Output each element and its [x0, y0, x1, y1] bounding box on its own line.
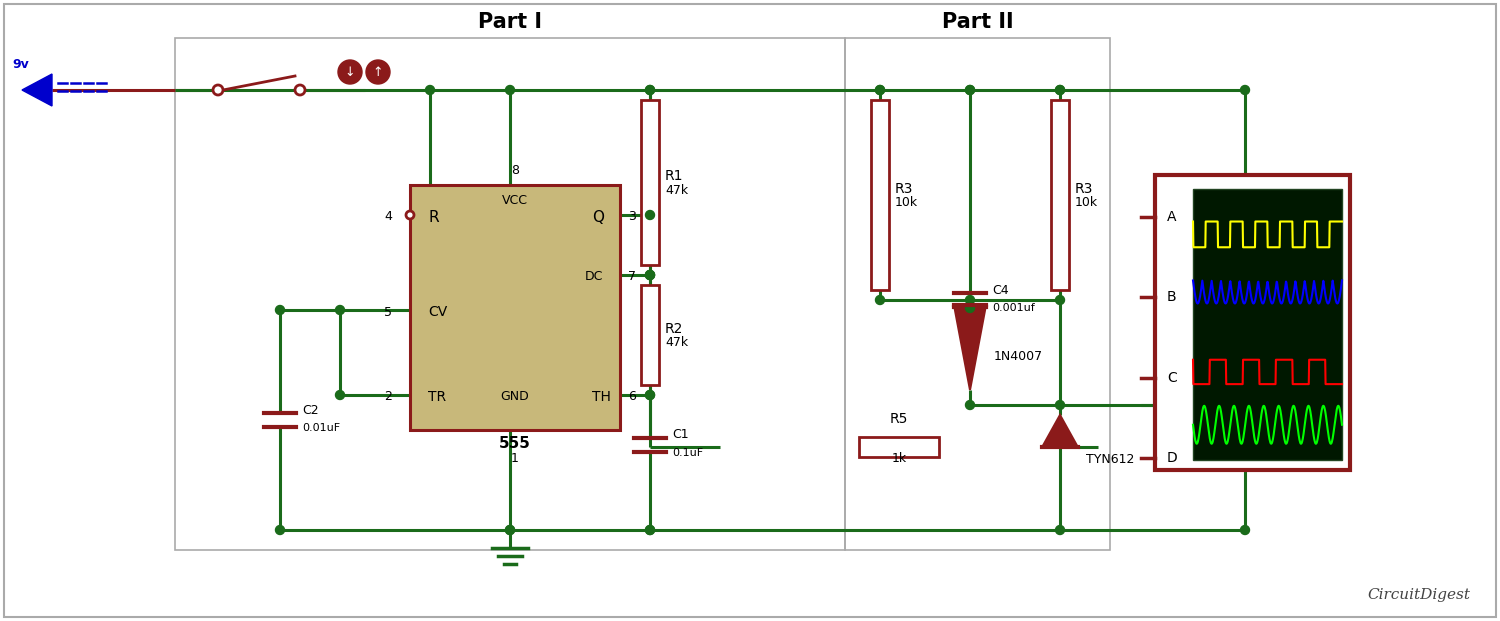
Bar: [640, 100, 658, 265]
Text: 0.001uf: 0.001uf: [992, 303, 1035, 313]
Circle shape: [366, 60, 390, 84]
Bar: [1155, 175, 1350, 470]
Text: TYN612: TYN612: [1086, 453, 1134, 466]
Text: 1N4007: 1N4007: [994, 350, 1042, 363]
Circle shape: [645, 86, 654, 94]
Text: C: C: [1167, 371, 1176, 384]
Text: CircuitDigest: CircuitDigest: [1366, 588, 1470, 602]
Bar: [410, 185, 620, 430]
Circle shape: [276, 306, 285, 314]
Circle shape: [1240, 525, 1250, 535]
Circle shape: [645, 525, 654, 535]
Text: 6: 6: [628, 391, 636, 404]
Circle shape: [645, 271, 654, 279]
Text: 1: 1: [512, 451, 519, 465]
Text: R2: R2: [664, 322, 684, 336]
Text: Part I: Part I: [478, 12, 542, 32]
Circle shape: [1056, 525, 1065, 535]
Text: VCC: VCC: [503, 194, 528, 207]
Text: 7: 7: [628, 271, 636, 284]
Text: ↓: ↓: [345, 65, 355, 78]
Circle shape: [1056, 86, 1065, 94]
Circle shape: [276, 525, 285, 535]
Circle shape: [1240, 401, 1250, 409]
Circle shape: [426, 86, 435, 94]
Circle shape: [338, 60, 362, 84]
Circle shape: [506, 525, 515, 535]
Circle shape: [1240, 86, 1250, 94]
Circle shape: [966, 304, 975, 312]
Bar: [844, 38, 1110, 550]
Text: 8: 8: [512, 165, 519, 178]
Circle shape: [1056, 401, 1065, 409]
Circle shape: [645, 525, 654, 535]
Text: TH: TH: [592, 390, 610, 404]
Text: 4: 4: [384, 211, 392, 224]
Text: 2: 2: [384, 391, 392, 404]
Text: 555: 555: [500, 437, 531, 451]
Text: CV: CV: [427, 305, 447, 319]
Text: 0.01uF: 0.01uF: [302, 423, 340, 433]
Circle shape: [966, 86, 975, 94]
Polygon shape: [954, 305, 986, 390]
Text: 5: 5: [384, 306, 392, 319]
Circle shape: [645, 86, 654, 94]
Text: R: R: [427, 209, 438, 225]
Text: GND: GND: [501, 391, 530, 404]
Text: C1: C1: [672, 428, 688, 442]
Bar: [640, 285, 658, 385]
Text: R1: R1: [664, 170, 684, 183]
Bar: [176, 38, 844, 550]
Text: ↑: ↑: [372, 65, 384, 78]
Text: B: B: [1167, 291, 1176, 304]
Text: 10k: 10k: [1076, 196, 1098, 209]
Text: 3: 3: [628, 211, 636, 224]
Bar: [1192, 189, 1342, 460]
Text: 9v: 9v: [12, 58, 28, 71]
Circle shape: [506, 86, 515, 94]
Circle shape: [1056, 296, 1065, 304]
Circle shape: [876, 86, 885, 94]
Text: A: A: [1167, 210, 1176, 224]
Circle shape: [966, 401, 975, 409]
Circle shape: [645, 271, 654, 279]
Text: D: D: [1167, 451, 1178, 465]
Text: C4: C4: [992, 284, 1008, 296]
Text: 0.1uF: 0.1uF: [672, 448, 704, 458]
Text: 1k: 1k: [891, 453, 906, 465]
Circle shape: [645, 391, 654, 399]
Polygon shape: [1042, 415, 1078, 447]
Text: TR: TR: [427, 390, 445, 404]
Circle shape: [966, 296, 975, 304]
Text: Q: Q: [592, 209, 604, 225]
Polygon shape: [22, 74, 53, 106]
Circle shape: [645, 271, 654, 279]
Circle shape: [966, 86, 975, 94]
Circle shape: [645, 211, 654, 219]
Text: 47k: 47k: [664, 337, 688, 350]
Bar: [871, 100, 889, 290]
Circle shape: [876, 296, 885, 304]
Circle shape: [336, 391, 345, 399]
Circle shape: [296, 85, 304, 95]
Circle shape: [1056, 86, 1065, 94]
Text: R3: R3: [1076, 182, 1094, 196]
Text: 10k: 10k: [896, 196, 918, 209]
Text: C2: C2: [302, 404, 318, 417]
Text: R5: R5: [890, 412, 908, 427]
Circle shape: [213, 85, 223, 95]
Bar: [1052, 100, 1070, 290]
Text: Part II: Part II: [942, 12, 1014, 32]
Text: R3: R3: [896, 182, 914, 196]
Circle shape: [336, 306, 345, 314]
Circle shape: [406, 211, 414, 219]
Circle shape: [645, 391, 654, 399]
Text: DC: DC: [585, 271, 603, 284]
Text: 47k: 47k: [664, 184, 688, 197]
Circle shape: [876, 86, 885, 94]
Circle shape: [506, 525, 515, 535]
Bar: [859, 437, 939, 458]
